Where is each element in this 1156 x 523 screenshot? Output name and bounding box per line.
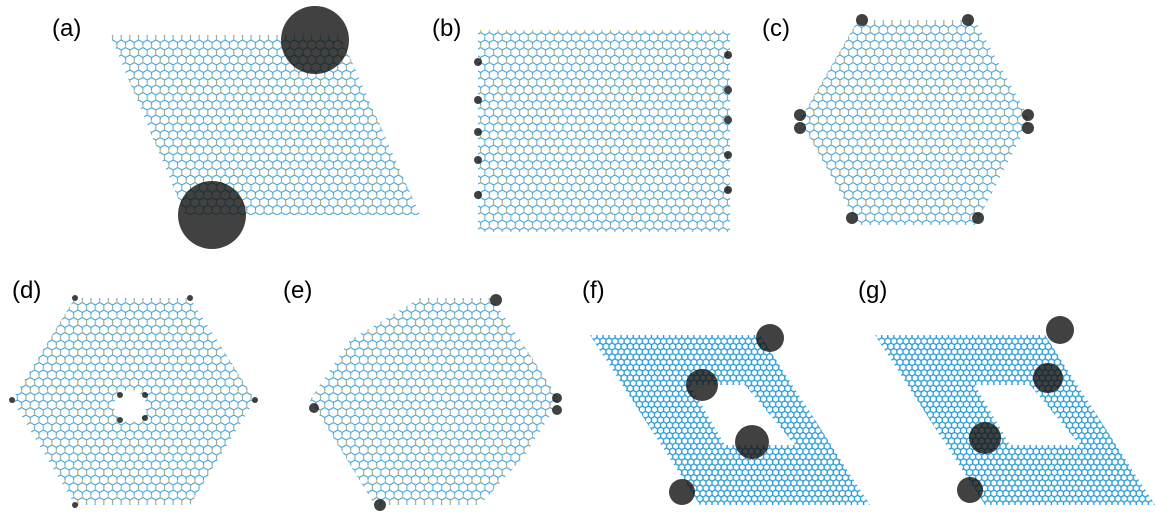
flake-g [875, 335, 1155, 505]
flake-b [478, 30, 730, 232]
panel-label: (f) [582, 277, 605, 304]
edge-cluster [178, 181, 246, 249]
panel-label: (c) [762, 15, 790, 42]
edge-dots [9, 295, 258, 508]
flake-c [800, 20, 1030, 225]
flake-d [12, 298, 255, 505]
panel-label: (g) [858, 277, 887, 304]
edge-dots [309, 294, 562, 511]
panel-label: (a) [52, 15, 81, 42]
edge-dots [474, 51, 732, 199]
flake-f [590, 335, 870, 505]
panel-label: (b) [432, 15, 461, 42]
flake-a [110, 35, 420, 215]
edge-cluster [281, 6, 349, 74]
corner-dots [794, 14, 1034, 224]
edge-cluster [957, 316, 1074, 503]
edge-cluster [669, 324, 784, 505]
flake-e [310, 298, 560, 505]
panel-label: (d) [12, 277, 41, 304]
panel-label: (e) [283, 277, 312, 304]
